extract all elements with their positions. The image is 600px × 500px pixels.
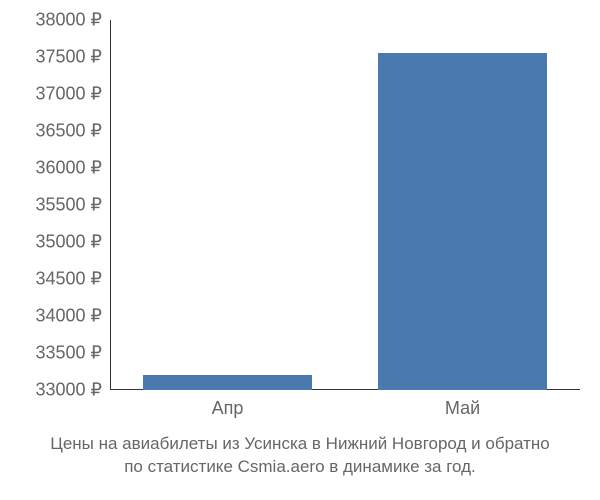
y-tick-label: 36000 ₽: [35, 158, 102, 179]
y-tick-label: 35000 ₽: [35, 232, 102, 253]
y-tick-label: 34000 ₽: [35, 306, 102, 327]
bar: [378, 53, 547, 390]
bar: [143, 375, 312, 390]
y-tick-label: 33000 ₽: [35, 380, 102, 401]
chart-caption: Цены на авиабилеты из Усинска в Нижний Н…: [0, 432, 600, 478]
y-tick-label: 38000 ₽: [35, 10, 102, 31]
x-tick-label: Май: [445, 398, 480, 419]
y-tick-label: 34500 ₽: [35, 269, 102, 290]
y-tick-label: 36500 ₽: [35, 121, 102, 142]
y-tick-label: 35500 ₽: [35, 195, 102, 216]
y-axis-line: [110, 20, 111, 390]
x-tick-label: Апр: [212, 398, 244, 419]
y-tick-label: 37500 ₽: [35, 47, 102, 68]
caption-line-2: по статистике Csmia.aero в динамике за г…: [0, 455, 600, 478]
y-tick-label: 33500 ₽: [35, 343, 102, 364]
price-chart: 33000 ₽ 33500 ₽ 34000 ₽ 34500 ₽ 35000 ₽ 35500…: [0, 0, 600, 500]
caption-line-1: Цены на авиабилеты из Усинска в Нижний Н…: [0, 432, 600, 455]
plot-area: 33000 ₽33500 ₽34000 ₽34500 ₽35000 ₽35500…: [110, 20, 580, 390]
y-tick-label: 37000 ₽: [35, 84, 102, 105]
